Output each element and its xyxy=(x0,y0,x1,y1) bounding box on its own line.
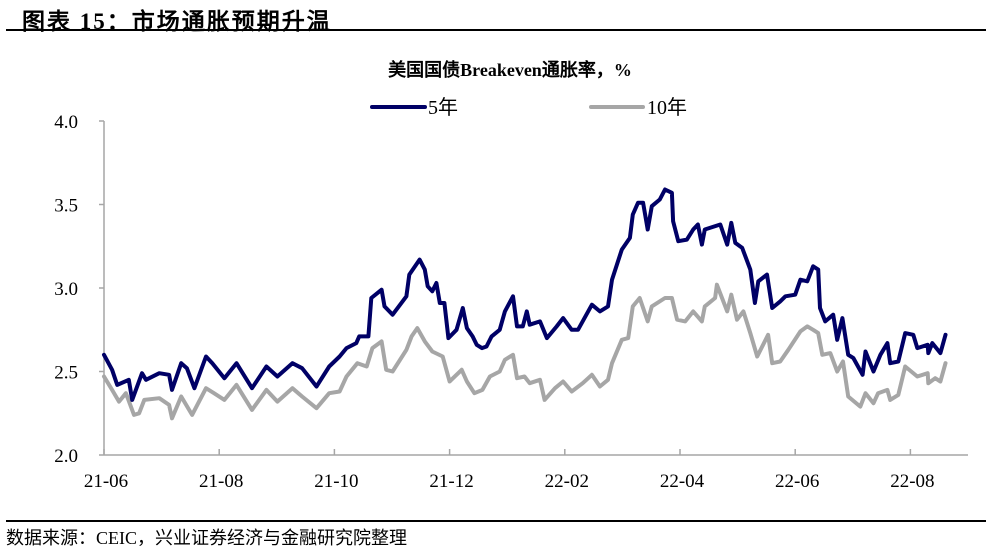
legend-label-5y: 5年 xyxy=(428,96,458,119)
series-line-5y xyxy=(102,187,948,402)
top-rule xyxy=(6,29,986,31)
legend-label-10y: 10年 xyxy=(647,96,687,119)
legend: 5年 10年 xyxy=(370,96,687,119)
y-tick-label: 2.0 xyxy=(54,446,78,467)
y-tick-label: 2.5 xyxy=(54,363,78,384)
x-tick-label: 22-02 xyxy=(545,471,589,492)
axes: 2.0 2.5 3.0 3.5 4.0 21-06 21-08 21-10 21-12 22-02… xyxy=(54,112,968,492)
x-tick-label: 21-10 xyxy=(314,471,358,492)
x-tick-label: 21-12 xyxy=(429,471,473,492)
y-tick-label: 3.5 xyxy=(54,196,78,217)
chart-title: 美国国债Breakeven通胀率，% xyxy=(388,59,632,80)
x-tick-label: 22-06 xyxy=(775,471,819,492)
series-line-10y xyxy=(102,282,948,421)
series-group xyxy=(102,187,948,421)
y-tick-label: 3.0 xyxy=(54,279,78,300)
x-tick-label: 21-06 xyxy=(84,471,128,492)
y-tick-label: 4.0 xyxy=(54,112,78,133)
x-tick-label: 22-04 xyxy=(660,471,705,492)
x-tick-label: 22-08 xyxy=(890,471,934,492)
x-tick-label: 21-08 xyxy=(199,471,243,492)
bottom-rule xyxy=(6,520,986,522)
source-note: 数据来源：CEIC，兴业证券经济与金融研究院整理 xyxy=(6,528,407,548)
